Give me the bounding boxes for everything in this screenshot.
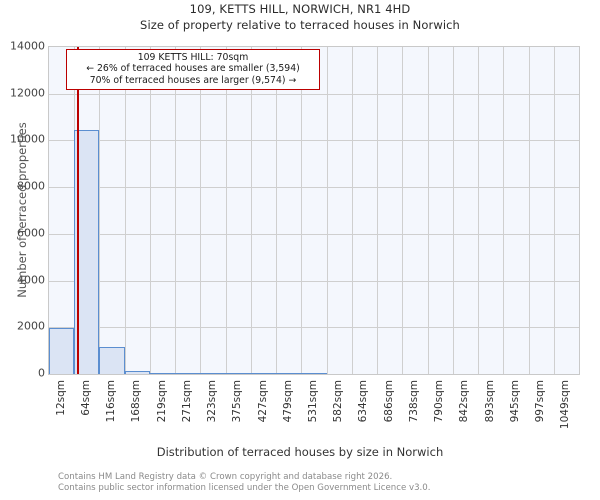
gridline-vertical: [175, 47, 176, 374]
histogram-bar: [99, 347, 125, 374]
footer-attribution: Contains HM Land Registry data © Crown c…: [58, 472, 430, 493]
y-axis-tick-label: 10000: [10, 132, 45, 146]
gridline-vertical: [327, 47, 328, 374]
x-axis-tick-label: 323sqm: [206, 380, 219, 423]
gridline-vertical: [478, 47, 479, 374]
footer-line-2: Contains public sector information licen…: [58, 482, 431, 493]
histogram-bar: [200, 372, 226, 374]
page-title: 109, KETTS HILL, NORWICH, NR1 4HD: [189, 2, 411, 16]
histogram-bar: [150, 372, 175, 374]
gridline-vertical: [200, 47, 201, 374]
y-axis-tick-labels: 0 2000 4000 6000 8000 10000 12000 14000: [0, 0, 45, 500]
x-axis-tick-label: 271sqm: [180, 380, 193, 423]
gridline-vertical: [428, 47, 429, 374]
x-axis-tick-label: 168sqm: [130, 380, 143, 423]
footer-line-1: Contains HM Land Registry data © Crown c…: [58, 472, 393, 482]
x-axis-tick-label: 738sqm: [407, 380, 420, 423]
gridline-vertical: [99, 47, 100, 374]
gridline-vertical: [453, 47, 454, 374]
x-axis-tick-label: 790sqm: [433, 380, 446, 423]
gridline-horizontal: [49, 327, 579, 329]
x-axis-tick-label: 686sqm: [382, 380, 395, 423]
gridline-vertical: [226, 47, 227, 374]
gridline-vertical: [377, 47, 378, 374]
x-axis-tick-label: 219sqm: [155, 380, 168, 423]
histogram-bar: [226, 372, 251, 374]
x-axis-tick-label: 997sqm: [534, 380, 547, 423]
x-axis-tick-label: 64sqm: [79, 380, 92, 416]
histogram-bar: [276, 372, 301, 374]
x-axis-title: Distribution of terraced houses by size …: [156, 445, 444, 459]
x-axis-tick-label: 893sqm: [483, 380, 496, 423]
chart-subtitle: Size of property relative to terraced ho…: [140, 18, 460, 32]
gridline-vertical: [503, 47, 504, 374]
y-axis-tick-label: 6000: [17, 226, 45, 240]
histogram-bar: [125, 370, 150, 374]
gridline-vertical: [251, 47, 252, 374]
gridline-horizontal: [49, 93, 579, 95]
property-annotation-box: 109 KETTS HILL: 70sqm ← 26% of terraced …: [66, 49, 320, 91]
gridline-horizontal: [49, 187, 579, 189]
x-axis-tick-label: 427sqm: [256, 380, 269, 423]
x-axis-tick-label: 842sqm: [458, 380, 471, 423]
y-axis-tick-label: 2000: [17, 319, 45, 333]
chart-plot-area: [48, 46, 580, 375]
annotation-line-2: ← 26% of terraced houses are smaller (3,…: [86, 63, 300, 75]
annotation-line-3: 70% of terraced houses are larger (9,574…: [89, 74, 297, 86]
y-axis-tick-label: 0: [38, 366, 45, 380]
histogram-bar: [301, 372, 327, 374]
histogram-bar: [49, 328, 74, 374]
histogram-bar: [251, 372, 276, 374]
gridline-vertical: [125, 47, 126, 374]
x-axis-tick-label: 375sqm: [231, 380, 244, 423]
gridline-vertical: [352, 47, 353, 374]
y-axis-tick-label: 4000: [17, 273, 45, 287]
y-axis-tick-label: 8000: [17, 179, 45, 193]
gridline-horizontal: [49, 233, 579, 235]
x-axis-tick-label: 12sqm: [54, 380, 67, 416]
gridline-horizontal: [49, 280, 579, 282]
x-axis-tick-label: 479sqm: [281, 380, 294, 423]
x-axis-tick-label: 531sqm: [307, 380, 319, 423]
x-axis-tick-label: 1049sqm: [559, 380, 572, 430]
x-axis-tick-label: 634sqm: [357, 380, 370, 423]
y-axis-tick-label: 14000: [10, 39, 45, 53]
gridline-vertical: [529, 47, 530, 374]
property-size-marker-line: [77, 47, 80, 374]
y-axis-tick-label: 12000: [10, 86, 45, 100]
gridline-vertical: [150, 47, 151, 374]
y-axis-title: Number of terraced properties: [15, 122, 29, 298]
x-axis-tick-label: 116sqm: [105, 380, 118, 423]
x-axis-tick-label: 582sqm: [332, 380, 345, 423]
gridline-vertical: [554, 47, 555, 374]
gridline-vertical: [301, 47, 302, 374]
gridline-vertical: [402, 47, 403, 374]
gridline-horizontal: [49, 140, 579, 142]
gridline-vertical: [276, 47, 277, 374]
annotation-line-1: 109 KETTS HILL: 70sqm: [137, 52, 249, 63]
x-axis-tick-label: 945sqm: [508, 380, 521, 423]
histogram-bar: [175, 372, 200, 374]
